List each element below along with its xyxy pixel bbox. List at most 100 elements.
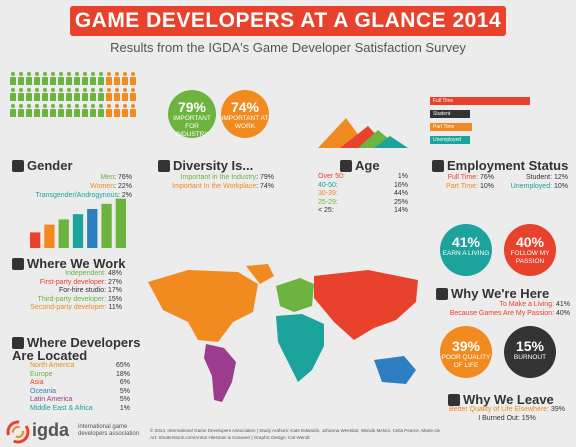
people-row [10, 104, 155, 120]
person-icon [98, 88, 104, 101]
work-row: Second-party developer: 11% [12, 304, 122, 313]
where-work-list: Independent: 48% First-party developer: 2… [12, 270, 122, 313]
located-label: Asia [30, 379, 44, 386]
person-icon [98, 72, 104, 85]
diversity-work-label: IMPORTANT AT WORK [221, 115, 269, 130]
where-work-heading: Where We Work [12, 256, 125, 271]
person-icon [26, 88, 32, 101]
igda-logo-icon [6, 420, 30, 444]
work-value: 11% [108, 304, 123, 311]
burnout-pct: 15% [515, 338, 545, 354]
person-icon [114, 72, 120, 85]
map-north-america [148, 270, 258, 342]
quality-life-circle: 39% POOR QUALITY OF LIFE [440, 326, 492, 378]
diversity-industry-label: IMPORTANT FOR INDUSTRY [173, 115, 211, 138]
located-list: North America 65% Europe 18% Asia 6% Oceania 5%… [30, 362, 130, 413]
hourglass-icon [340, 160, 352, 172]
work-value: 15% [107, 295, 122, 303]
map-greenland [246, 264, 274, 284]
age-row: < 25: 14% [312, 207, 408, 216]
passion-circle: 40% FOLLOW MY PASSION [504, 224, 556, 276]
igda-logo-text: igda [32, 420, 70, 440]
person-icon [74, 104, 80, 117]
located-value: 6% [119, 379, 130, 386]
employment-list-left: Full Time: 76% Part Time: 10% [446, 174, 494, 190]
person-icon [26, 72, 32, 85]
why-leave-heading: Why We Leave [448, 392, 554, 407]
person-icon [90, 72, 96, 85]
diversity-row-workplace: Important In the Workplace: 74% [172, 183, 274, 190]
map-icon [12, 258, 24, 270]
work-label: For-hire studio: [58, 287, 107, 294]
chart-bar [58, 219, 69, 248]
person-icon [74, 72, 80, 85]
located-value: 18% [115, 370, 130, 378]
people-icons-grid [10, 72, 155, 120]
diversity-industry-circle: 79% IMPORTANT FOR INDUSTRY [168, 90, 216, 138]
person-icon [26, 104, 32, 117]
person-icon [130, 72, 136, 85]
person-icon [50, 104, 56, 117]
burnout-circle: 15% BURNOUT [504, 326, 556, 378]
employment-list-right: Student: 12% Unemployed: 10% [510, 174, 568, 190]
age-label: 40-50: [318, 181, 338, 189]
located-row: Latin America 5% [30, 396, 130, 405]
earn-living-pct: 41% [451, 234, 481, 250]
age-row: 25-29: 25% [312, 199, 408, 208]
people-row [10, 88, 155, 104]
person-icon [106, 104, 112, 117]
person-icon [18, 72, 24, 85]
person-icon [34, 104, 40, 117]
credits: © 2014, International Game Developers As… [150, 428, 440, 440]
person-icon [122, 88, 128, 101]
title-banner [70, 6, 506, 36]
employment-bar-student: Student [430, 110, 470, 118]
located-label: Europe [30, 370, 53, 378]
map-oceania [374, 356, 416, 384]
diversity-industry-pct: 79% [177, 99, 207, 115]
gender-row-men: Men: 76% [100, 174, 132, 181]
globe-icon [12, 337, 24, 349]
person-icon [122, 72, 128, 85]
person-icon [10, 104, 16, 117]
chart-bar [101, 203, 112, 248]
work-label: Second-party developer: [30, 304, 107, 311]
located-label: Oceania [30, 387, 57, 395]
person-icon [98, 104, 104, 117]
located-row: Middle East & Africa 1% [30, 405, 130, 414]
age-value: 16% [393, 181, 408, 189]
person-icon [114, 104, 120, 117]
person-icon [82, 72, 88, 85]
located-row: Europe 18% [30, 371, 130, 380]
person-icon [130, 88, 136, 101]
passion-label: FOLLOW MY PASSION [510, 250, 550, 265]
person-icon [66, 104, 72, 117]
quality-life-pct: 39% [451, 338, 481, 354]
earn-living-circle: 41% EARN A LIVING [440, 224, 492, 276]
age-value: 25% [393, 198, 408, 206]
employment-bar-unemployed: Unemployed [430, 136, 470, 144]
person-icon [42, 72, 48, 85]
located-value: 5% [119, 387, 130, 395]
diversity-work-pct: 74% [230, 99, 260, 115]
age-value: 44% [393, 190, 408, 197]
passion-pct: 40% [515, 234, 545, 250]
located-row: North America 65% [30, 362, 130, 371]
diversity-heading: Diversity Is... [158, 158, 253, 173]
employment-bar-fulltime: Full Time [430, 97, 530, 105]
person-icon [82, 88, 88, 101]
person-icon [42, 88, 48, 101]
chart-bar [30, 232, 41, 248]
map-asia [314, 270, 418, 340]
world-map [148, 264, 418, 402]
person-icon [18, 104, 24, 117]
located-label: North America [30, 362, 75, 369]
located-heading: Where Developers Are Located [12, 335, 141, 363]
diversity-row-industry: Important in the Industry: 79% [180, 174, 274, 181]
page-title: GAME DEVELOPERS AT A GLANCE 2014 [74, 9, 502, 32]
work-row: First-party developer: 27% [12, 279, 122, 288]
person-icon [58, 72, 64, 85]
work-label: Independent: [65, 270, 107, 277]
age-label: < 25: [318, 207, 334, 214]
person-icon [90, 104, 96, 117]
